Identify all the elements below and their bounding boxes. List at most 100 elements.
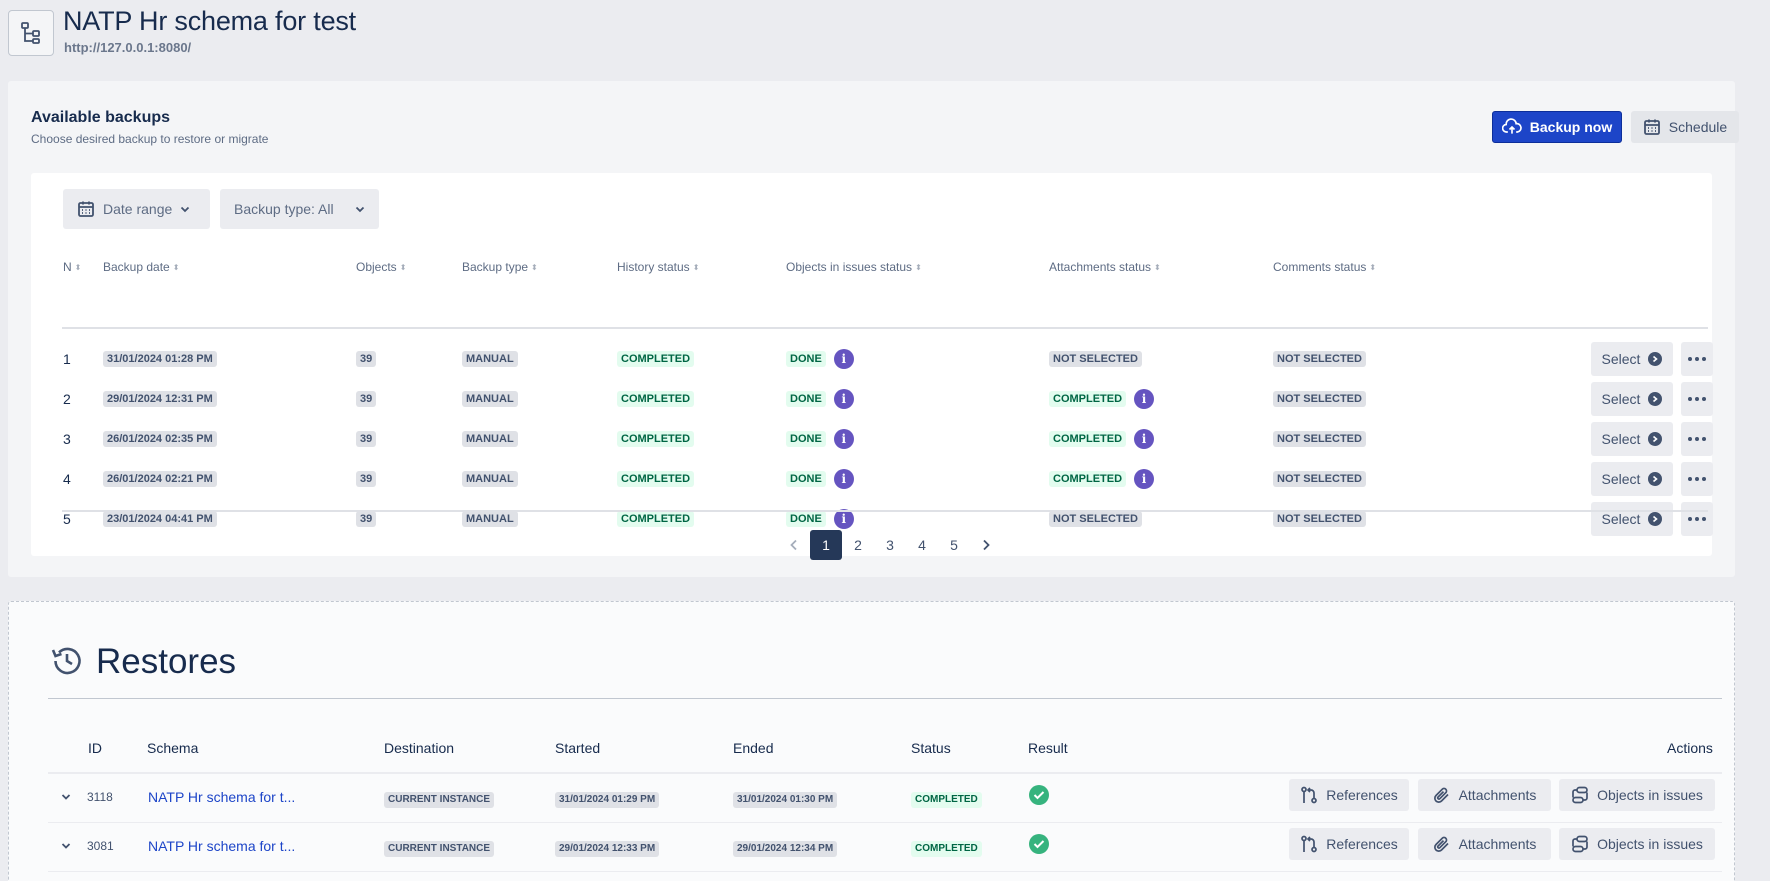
table-row: 3 26/01/2024 02:35 PM 39 MANUAL COMPLETED DON… [31, 419, 1713, 459]
row-divider [48, 871, 1722, 872]
paperclip-icon [1433, 787, 1449, 803]
more-actions-button[interactable] [1681, 342, 1713, 376]
table-row: 3118 NATP Hr schema for t... CURRENT INSTA… [0, 774, 1770, 823]
info-icon[interactable]: i [1134, 389, 1155, 409]
select-label: Select [1601, 351, 1641, 367]
col-comments-status-label: Comments status [1273, 260, 1367, 274]
select-button[interactable]: Select [1591, 382, 1673, 416]
sort-icon: ⬍ [399, 262, 407, 272]
col-history-status[interactable]: History status ⬍ [617, 260, 699, 274]
col-backup-type[interactable]: Backup type ⬍ [462, 260, 538, 274]
date-range-filter[interactable]: Date range [63, 189, 210, 229]
backup-type-badge: MANUAL [462, 471, 518, 487]
info-icon[interactable]: i [833, 389, 854, 409]
more-actions-button[interactable] [1681, 382, 1713, 416]
sort-icon: ⬍ [74, 262, 82, 272]
row-number: 2 [63, 391, 71, 407]
page-5-button[interactable]: 5 [950, 537, 958, 553]
arrow-right-circle-icon [1648, 392, 1663, 406]
history-icon [50, 644, 84, 683]
col-comments-status[interactable]: Comments status ⬍ [1273, 260, 1376, 274]
app-header: NATP Hr schema for test http://127.0.0.1… [0, 0, 1770, 74]
chevron-down-icon [61, 843, 71, 849]
page-2-button[interactable]: 2 [854, 537, 862, 553]
comments-status-badge: NOT SELECTED [1273, 471, 1366, 487]
objects-count: 39 [356, 511, 377, 527]
col-n[interactable]: N ⬍ [63, 260, 81, 274]
objects-in-issues-button[interactable]: Objects in issues [1559, 779, 1715, 811]
col-backup-date-label: Backup date [103, 260, 170, 274]
more-icon [1688, 477, 1706, 481]
backup-type-filter[interactable]: Backup type: All [220, 189, 379, 229]
more-actions-button[interactable] [1681, 462, 1713, 496]
row-number: 3 [63, 431, 71, 447]
col-backup-date[interactable]: Backup date ⬍ [103, 260, 179, 274]
info-icon[interactable]: i [833, 349, 854, 369]
more-icon [1688, 357, 1706, 361]
attachments-status-badge: NOT SELECTED [1049, 351, 1142, 367]
objects-in-issues-button[interactable]: Objects in issues [1559, 828, 1715, 860]
comments-status-badge: NOT SELECTED [1273, 511, 1366, 527]
page-3-button[interactable]: 3 [886, 537, 894, 553]
info-icon[interactable]: i [1134, 469, 1155, 489]
attachments-label: Attachments [1458, 787, 1537, 803]
select-button[interactable]: Select [1591, 422, 1673, 456]
attachments-label: Attachments [1458, 836, 1537, 852]
col-destination: Destination [384, 740, 455, 756]
arrow-right-circle-icon [1648, 352, 1663, 366]
table-row: 5 23/01/2024 04:41 PM 39 MANUAL COMPLETED DON… [31, 499, 1713, 539]
info-icon[interactable]: i [1134, 429, 1155, 449]
page-1-button[interactable]: 1 [810, 530, 842, 560]
history-status-badge: COMPLETED [617, 391, 695, 407]
table-row: 4 26/01/2024 02:21 PM 39 MANUAL COMPLETED DON… [31, 459, 1713, 499]
prev-page-button[interactable] [778, 530, 810, 560]
restore-id: 3081 [87, 839, 114, 853]
references-button[interactable]: References [1289, 828, 1409, 860]
calendar-icon [1643, 119, 1660, 135]
info-icon[interactable]: i [833, 429, 854, 449]
attachments-status-badge: COMPLETED [1049, 431, 1127, 447]
info-icon[interactable]: i [833, 509, 854, 529]
more-actions-button[interactable] [1681, 502, 1713, 536]
restore-schema-link[interactable]: NATP Hr schema for t... [148, 838, 296, 854]
history-status-badge: COMPLETED [617, 431, 695, 447]
select-label: Select [1601, 431, 1641, 447]
objects-count: 39 [356, 391, 377, 407]
table-row: 1 31/01/2024 01:28 PM 39 MANUAL COMPLETED DON… [31, 339, 1713, 379]
history-status-badge: COMPLETED [617, 351, 695, 367]
expand-row-button[interactable] [61, 839, 71, 854]
restore-schema-link[interactable]: NATP Hr schema for t... [148, 789, 296, 805]
select-button[interactable]: Select [1591, 502, 1673, 536]
select-button[interactable]: Select [1591, 462, 1673, 496]
references-icon [1301, 786, 1318, 804]
expand-row-button[interactable] [61, 790, 71, 805]
issues-status-badge: DONE [786, 431, 826, 447]
attachments-button[interactable]: Attachments [1418, 779, 1551, 811]
attachments-button[interactable]: Attachments [1418, 828, 1551, 860]
sort-icon: ⬍ [172, 262, 180, 272]
more-icon [1688, 517, 1706, 521]
backup-now-button[interactable]: Backup now [1492, 111, 1622, 143]
info-icon[interactable]: i [833, 469, 854, 489]
row-number: 1 [63, 351, 71, 367]
backup-date: 26/01/2024 02:21 PM [103, 471, 217, 487]
schedule-button[interactable]: Schedule [1631, 111, 1739, 143]
comments-status-badge: NOT SELECTED [1273, 391, 1366, 407]
chevron-left-icon [790, 539, 797, 551]
col-attachments-status[interactable]: Attachments status ⬍ [1049, 260, 1161, 274]
more-actions-button[interactable] [1681, 422, 1713, 456]
next-page-button[interactable] [970, 530, 1002, 560]
col-objects[interactable]: Objects ⬍ [356, 260, 406, 274]
backup-date: 26/01/2024 02:35 PM [103, 431, 217, 447]
references-button[interactable]: References [1289, 779, 1409, 811]
row-number: 4 [63, 471, 71, 487]
history-status-badge: COMPLETED [617, 511, 695, 527]
comments-status-badge: NOT SELECTED [1273, 431, 1366, 447]
sort-icon: ⬍ [692, 262, 700, 272]
select-button[interactable]: Select [1591, 342, 1673, 376]
objects-in-issues-label: Objects in issues [1597, 836, 1703, 852]
page-4-button[interactable]: 4 [918, 537, 926, 553]
check-circle-icon [1029, 834, 1049, 854]
col-objects-in-issues-status[interactable]: Objects in issues status ⬍ [786, 260, 922, 274]
issues-status-badge: DONE [786, 471, 826, 487]
